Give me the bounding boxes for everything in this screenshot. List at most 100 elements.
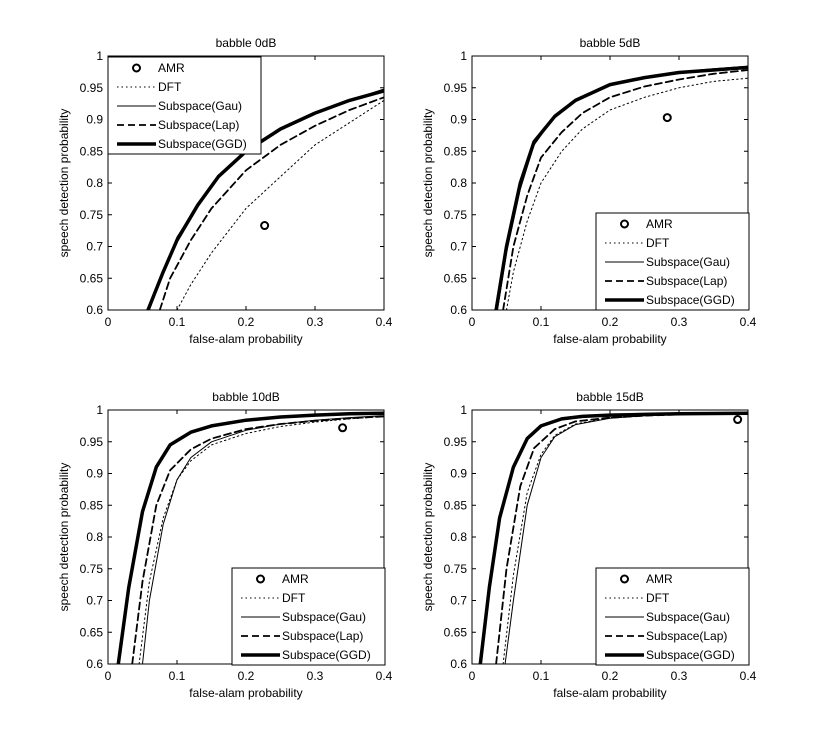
amr-point bbox=[662, 113, 672, 123]
legend-label: AMR bbox=[646, 217, 673, 231]
series-group bbox=[494, 65, 748, 310]
x-tick-label: 0.3 bbox=[671, 669, 688, 683]
y-tick-label: 0.7 bbox=[450, 594, 467, 608]
series-group bbox=[478, 411, 748, 664]
y-tick-label: 0.85 bbox=[80, 498, 104, 512]
legend: AMR DFT Subspace(Gau) Subspace(Lap) Subspace… bbox=[595, 212, 750, 311]
legend-label: Subspace(Gau) bbox=[282, 610, 366, 624]
x-tick-label: 0.2 bbox=[602, 669, 619, 683]
series-line-dft bbox=[138, 415, 384, 664]
legend-marker-amr bbox=[132, 63, 141, 73]
x-tick-label: 0.4 bbox=[376, 669, 393, 683]
legend-label: Subspace(Lap) bbox=[646, 629, 727, 643]
legend-label: Subspace(GGD) bbox=[646, 293, 735, 307]
y-tick-label: 0.95 bbox=[444, 435, 468, 449]
y-tick-label: 0.6 bbox=[86, 303, 103, 317]
x-tick-label: 0 bbox=[105, 315, 112, 329]
y-tick-label: 0.6 bbox=[86, 657, 103, 671]
y-axis-label: speech detection probability bbox=[57, 109, 71, 258]
x-tick-label: 0 bbox=[469, 315, 476, 329]
y-tick-label: 0.8 bbox=[86, 530, 103, 544]
legend-label: Subspace(GGD) bbox=[282, 648, 371, 662]
y-tick-label: 0.9 bbox=[86, 113, 103, 127]
legend-label: AMR bbox=[646, 572, 673, 586]
legend-label: Subspace(Gau) bbox=[158, 99, 242, 113]
y-tick-label: 0.65 bbox=[80, 625, 104, 639]
legend-marker-amr bbox=[256, 574, 265, 584]
legend-label: Subspace(GGD) bbox=[158, 137, 247, 151]
x-tick-label: 0.2 bbox=[602, 315, 619, 329]
chart-title: babble 15dB bbox=[576, 390, 643, 404]
x-tick-label: 0.3 bbox=[671, 315, 688, 329]
legend: AMR DFT Subspace(Gau) Subspace(Lap) Subspace… bbox=[595, 567, 750, 666]
legend: AMR DFT Subspace(Gau) Subspace(Lap) Subspace… bbox=[231, 567, 386, 666]
x-tick-label: 0.4 bbox=[376, 315, 393, 329]
y-tick-label: 0.95 bbox=[444, 81, 468, 95]
y-tick-label: 0.8 bbox=[450, 176, 467, 190]
series-line-dft bbox=[506, 77, 748, 310]
chart-title: babble 0dB bbox=[216, 36, 277, 50]
y-tick-label: 0.95 bbox=[80, 435, 104, 449]
y-tick-label: 1 bbox=[460, 403, 467, 417]
series-line-subspaceggd bbox=[494, 65, 748, 310]
y-axis-label: speech detection probability bbox=[421, 463, 435, 612]
series-line-dft bbox=[502, 412, 748, 664]
x-tick-label: 0.2 bbox=[238, 669, 255, 683]
y-tick-label: 1 bbox=[96, 49, 103, 63]
y-tick-label: 0.8 bbox=[86, 176, 103, 190]
legend-label: Subspace(Gau) bbox=[646, 610, 730, 624]
y-tick-label: 0.7 bbox=[86, 240, 103, 254]
x-tick-label: 0.1 bbox=[533, 315, 550, 329]
legend-label: AMR bbox=[158, 61, 185, 75]
x-tick-label: 0.3 bbox=[307, 315, 324, 329]
y-axis-label: speech detection probability bbox=[57, 463, 71, 612]
y-tick-label: 0.75 bbox=[80, 562, 104, 576]
amr-point bbox=[338, 423, 348, 433]
x-tick-label: 0.3 bbox=[307, 669, 324, 683]
y-tick-label: 0.65 bbox=[444, 271, 468, 285]
legend-label: Subspace(GGD) bbox=[646, 648, 735, 662]
x-tick-label: 0.1 bbox=[169, 669, 186, 683]
y-tick-label: 0.85 bbox=[444, 144, 468, 158]
legend-label: DFT bbox=[282, 591, 306, 605]
y-tick-label: 0.7 bbox=[450, 240, 467, 254]
legend-label: AMR bbox=[282, 572, 309, 586]
chart-panel-3: 0 0.1 0.2 0.3 0.4 0.6 0.65 0.7 0.75 0.8 0.85 0.9 0.9… bbox=[57, 390, 393, 700]
legend-label: Subspace(Lap) bbox=[646, 274, 727, 288]
chart-title: babble 10dB bbox=[212, 390, 279, 404]
x-tick-label: 0 bbox=[469, 669, 476, 683]
y-tick-label: 0.95 bbox=[80, 81, 104, 95]
x-axis-label: false-alam probability bbox=[189, 332, 302, 346]
y-tick-label: 0.75 bbox=[444, 208, 468, 222]
legend-label: Subspace(Lap) bbox=[282, 629, 363, 643]
chart-panel-4: 0 0.1 0.2 0.3 0.4 0.6 0.65 0.7 0.75 0.8 0.85 0.9 0.9… bbox=[421, 390, 757, 700]
x-axis-label: false-alam probability bbox=[553, 332, 666, 346]
x-axis-label: false-alam probability bbox=[189, 686, 302, 700]
y-tick-label: 0.75 bbox=[444, 562, 468, 576]
series-line-subspaceggd bbox=[116, 411, 384, 664]
legend-marker-amr bbox=[620, 574, 629, 584]
chart-panel-1: 0 0.1 0.2 0.3 0.4 0.6 0.65 0.7 0.75 0.8 0.85 0.9 0.9… bbox=[57, 36, 393, 346]
legend-label: DFT bbox=[646, 591, 670, 605]
chart-title: babble 5dB bbox=[580, 36, 641, 50]
chart-panel-2: 0 0.1 0.2 0.3 0.4 0.6 0.65 0.7 0.75 0.8 0.85 0.9 0.9… bbox=[421, 36, 757, 346]
x-axis-label: false-alam probability bbox=[553, 686, 666, 700]
y-tick-label: 1 bbox=[96, 403, 103, 417]
y-tick-label: 0.85 bbox=[80, 144, 104, 158]
series-line-subspaceggd bbox=[146, 89, 384, 310]
y-tick-label: 1 bbox=[460, 49, 467, 63]
x-tick-label: 0 bbox=[105, 669, 112, 683]
x-tick-label: 0.1 bbox=[533, 669, 550, 683]
x-tick-label: 0.4 bbox=[740, 669, 757, 683]
x-tick-label: 0.2 bbox=[238, 315, 255, 329]
y-tick-label: 0.9 bbox=[450, 113, 467, 127]
legend-label: Subspace(Gau) bbox=[646, 255, 730, 269]
legend-label: DFT bbox=[646, 236, 670, 250]
legend-marker-amr bbox=[620, 219, 629, 229]
legend-label: DFT bbox=[158, 80, 182, 94]
series-line-subspaceggd bbox=[478, 411, 748, 664]
y-tick-label: 0.75 bbox=[80, 208, 104, 222]
amr-point bbox=[260, 221, 270, 231]
x-tick-label: 0.4 bbox=[740, 315, 757, 329]
